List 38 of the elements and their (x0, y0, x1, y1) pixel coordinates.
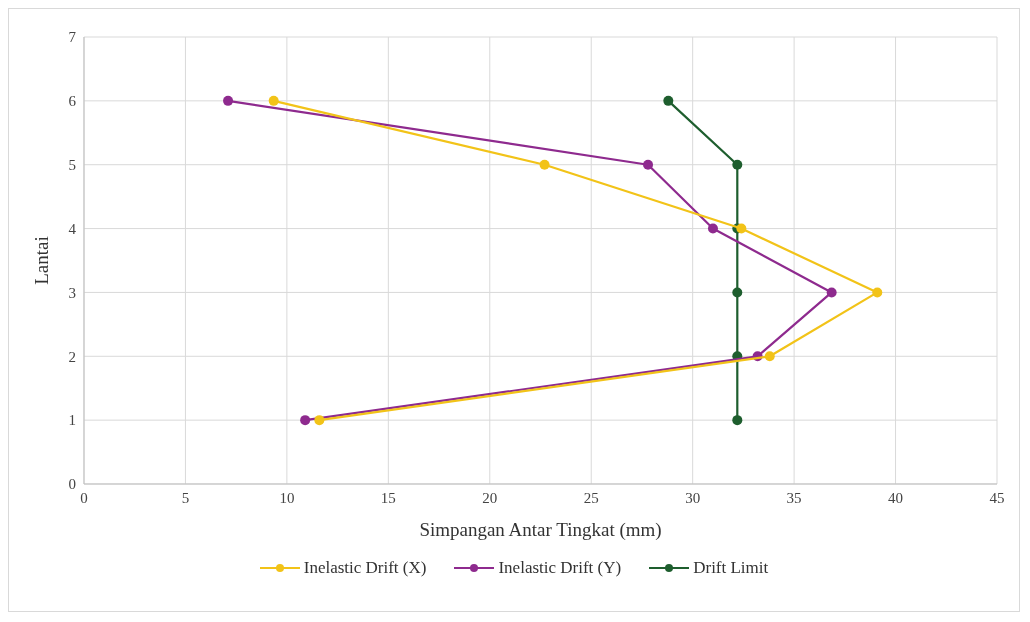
legend-label: Inelastic Drift (Y) (498, 558, 622, 578)
y-tick-label: 7 (68, 29, 77, 46)
y-tick-label: 1 (68, 412, 76, 429)
point (872, 287, 883, 298)
x-tick-label: 40 (888, 489, 904, 506)
point (663, 95, 674, 106)
x-tick-label: 10 (279, 489, 295, 506)
point (268, 95, 279, 106)
y-tick-label: 0 (68, 476, 76, 493)
y-tick-label: 5 (68, 157, 76, 174)
point (300, 415, 311, 426)
x-tick-label: 5 (181, 489, 190, 506)
point (707, 223, 718, 234)
x-tick-label: 20 (482, 489, 498, 506)
y-axis-title: Lantai (30, 236, 52, 285)
legend-label: Drift Limit (693, 558, 769, 578)
y-tick-label: 4 (68, 220, 77, 237)
y-tick-label: 2 (68, 348, 76, 365)
x-axis-title: Simpangan Antar Tingkat (mm) (419, 519, 662, 541)
x-tick-label: 35 (786, 489, 802, 506)
point (223, 95, 234, 106)
point (732, 159, 743, 170)
point (826, 287, 837, 298)
x-tick-label: 0 (80, 489, 88, 506)
legend-label: Inelastic Drift (X) (303, 558, 427, 578)
x-tick-label: 15 (380, 489, 396, 506)
point (764, 351, 775, 362)
x-tick-label: 45 (989, 489, 1005, 506)
x-tick-label: 25 (583, 489, 599, 506)
point (736, 223, 747, 234)
x-tick-label: 30 (685, 489, 701, 506)
point (643, 159, 654, 170)
point (539, 159, 550, 170)
point (314, 415, 325, 426)
y-tick-label: 6 (68, 93, 77, 110)
point (732, 287, 743, 298)
point (732, 415, 743, 426)
y-tick-label: 3 (68, 284, 76, 301)
